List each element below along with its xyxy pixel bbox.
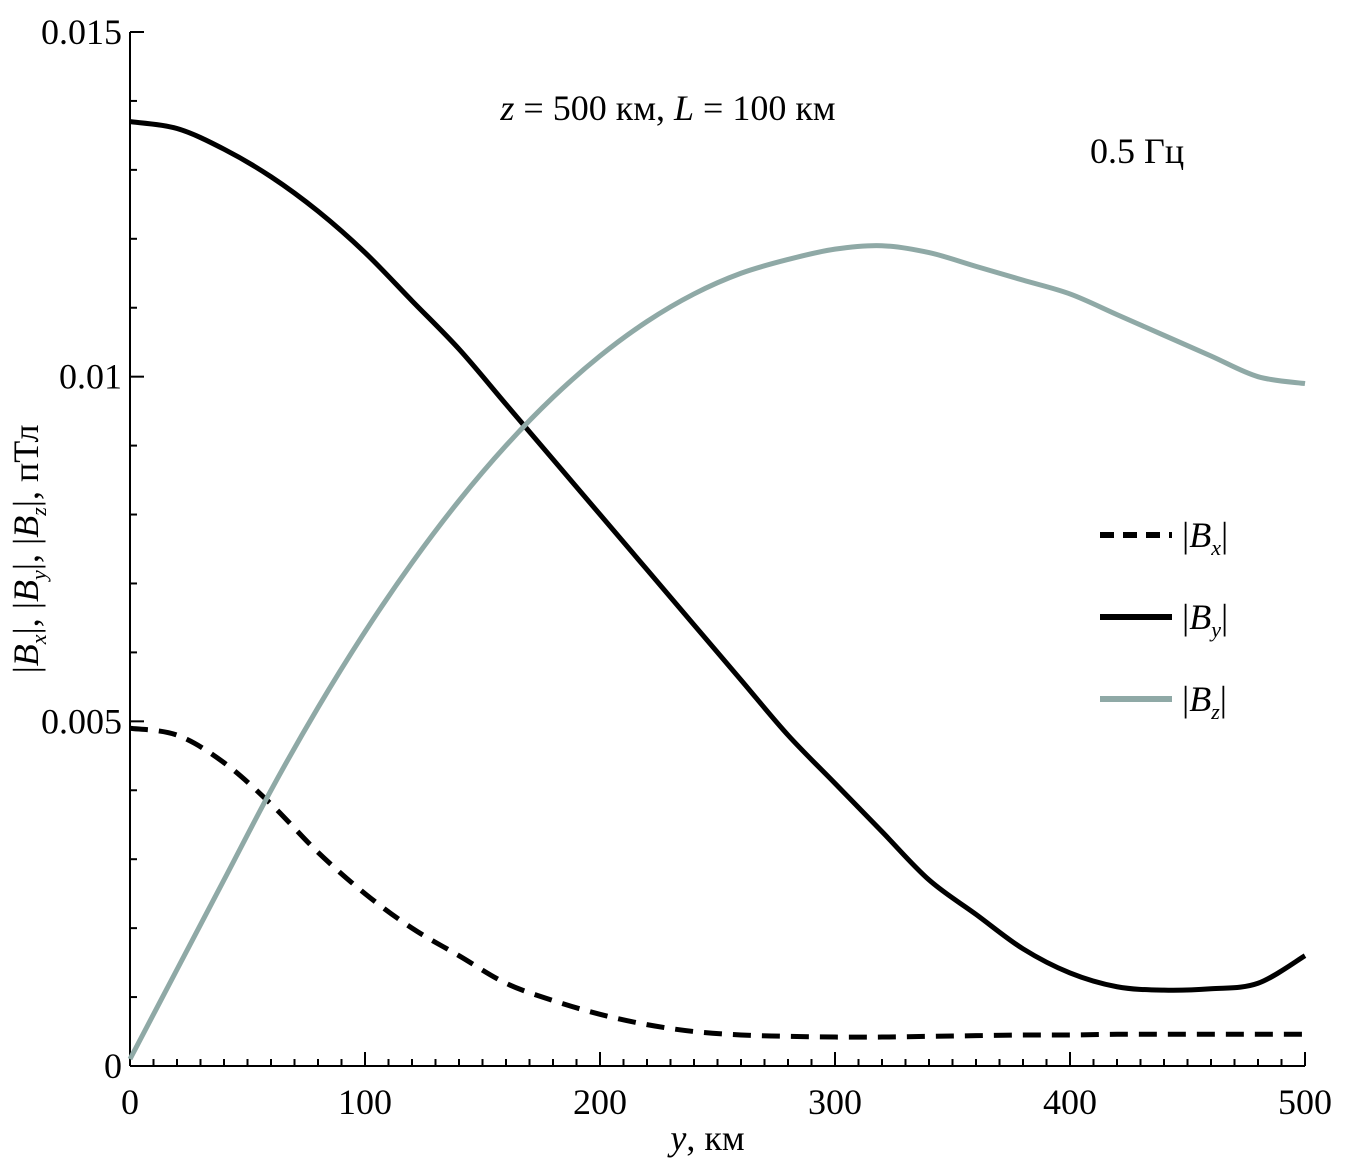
ticks (129, 31, 1306, 1067)
x-tick-label: 200 (573, 1082, 627, 1122)
x-tick-label: 0 (121, 1082, 139, 1122)
legend-label-2: |By| (1182, 597, 1228, 642)
legend-label-3: |Bz| (1182, 679, 1227, 724)
x-tick-label: 400 (1043, 1082, 1097, 1122)
legend: |Bx| |By| |Bz| (1100, 515, 1228, 724)
y-axis-title: |Bx|, |By|, |Bz|, пТл (6, 425, 51, 674)
y-tick-label: 0.015 (41, 12, 122, 52)
tick-labels: 0 100 200 300 400 500 0 0.005 0.01 0.015 (41, 12, 1332, 1122)
params-annotation: z = 500 км, L = 100 км (499, 88, 835, 128)
x-tick-label: 100 (338, 1082, 392, 1122)
frequency-annotation: 0.5 Гц (1090, 131, 1184, 171)
series-line-3 (127, 243, 1306, 1061)
legend-label-1: |Bx| (1182, 515, 1228, 560)
series-line-1 (129, 725, 1305, 1040)
x-tick-label: 300 (808, 1082, 862, 1122)
axes (129, 32, 1305, 1067)
y-tick-label: 0.005 (41, 701, 122, 741)
y-tick-label: 0.01 (59, 357, 122, 397)
series-group (127, 119, 1307, 1061)
series-line-2 (129, 119, 1307, 993)
x-tick-label: 500 (1278, 1082, 1332, 1122)
x-axis-title: y, км (667, 1118, 744, 1158)
y-tick-label: 0 (104, 1046, 122, 1086)
